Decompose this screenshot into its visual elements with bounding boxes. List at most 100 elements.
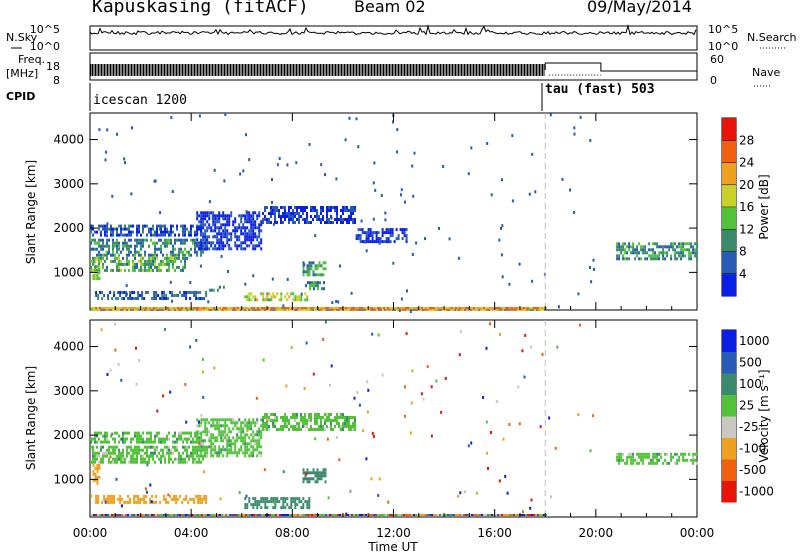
data-cell [324, 267, 327, 271]
data-cell [674, 461, 677, 465]
data-cell [648, 254, 651, 258]
data-cell [222, 241, 225, 245]
data-cell [177, 294, 180, 297]
data-cell [252, 295, 255, 299]
data-cell [190, 451, 192, 455]
data-cell [168, 457, 170, 461]
data-cell [218, 424, 221, 428]
data-cell [515, 514, 517, 516]
data-cell [500, 253, 503, 257]
data-cell [168, 460, 170, 464]
data-cell [400, 193, 402, 197]
data-cell [628, 248, 631, 252]
data-cell [222, 285, 225, 289]
data-cell [528, 307, 530, 311]
data-cell [228, 427, 231, 431]
data-cell [401, 307, 403, 309]
data-cell [234, 217, 237, 221]
data-cell [156, 454, 158, 458]
data-cell [216, 421, 219, 425]
data-cell [526, 307, 528, 311]
data-cell [226, 445, 229, 449]
data-cell [310, 209, 312, 212]
data-cell [158, 437, 160, 441]
data-cell [310, 307, 312, 311]
data-cell [236, 244, 239, 248]
data-cell [316, 477, 319, 481]
data-cell [146, 445, 148, 449]
data-cell [192, 454, 194, 458]
data-cell [632, 461, 635, 465]
data-cell [190, 233, 192, 237]
data-cell [692, 251, 695, 255]
data-cell [542, 307, 544, 311]
data-cell [309, 281, 311, 285]
data-cell [246, 448, 249, 452]
data-cell [232, 442, 235, 446]
data-cell [104, 227, 106, 231]
velocity-colorbar-tick-label: 500 [739, 355, 762, 369]
data-cell [106, 437, 108, 441]
data-cell [324, 422, 326, 425]
data-cell [216, 220, 219, 224]
data-cell [334, 425, 336, 428]
data-cell [182, 256, 184, 260]
data-cell [466, 307, 468, 311]
data-cell [355, 514, 357, 516]
data-cell [176, 457, 178, 461]
data-cell [223, 179, 226, 183]
data-cell [294, 416, 296, 419]
data-cell [692, 248, 695, 252]
data-cell [304, 307, 306, 311]
data-cell [182, 457, 184, 461]
data-cell [658, 257, 661, 261]
data-cell [120, 451, 122, 455]
data-cell [449, 307, 451, 309]
data-cell [395, 514, 397, 516]
data-cell [670, 242, 673, 246]
y-tick-label: 2000 [53, 221, 84, 235]
data-cell [264, 422, 266, 425]
data-cell [218, 229, 221, 233]
data-cell [433, 514, 435, 516]
data-cell [395, 307, 397, 309]
data-cell [174, 448, 176, 452]
velocity-colorbar-tick-label: 1000 [739, 334, 770, 348]
data-cell [244, 442, 247, 446]
data-cell [222, 439, 225, 443]
data-cell [238, 451, 241, 455]
data-cell [214, 439, 217, 443]
data-cell [116, 445, 118, 449]
data-cell [220, 235, 223, 239]
data-cell [226, 439, 229, 443]
data-cell [346, 221, 348, 224]
data-cell [129, 500, 132, 504]
data-cell [313, 284, 315, 288]
data-cell [122, 241, 124, 245]
data-cell [222, 307, 224, 311]
data-cell [198, 424, 201, 428]
data-cell [208, 445, 211, 449]
data-cell [110, 434, 112, 438]
data-cell [236, 436, 239, 440]
data-cell [145, 514, 147, 516]
data-cell [518, 307, 520, 311]
data-cell [654, 254, 657, 258]
data-cell [90, 241, 92, 245]
data-cell [369, 228, 372, 232]
data-cell [286, 422, 288, 425]
data-cell [214, 220, 217, 224]
data-cell [192, 445, 194, 449]
data-cell [664, 458, 667, 462]
data-cell [326, 218, 328, 221]
data-cell [274, 416, 276, 419]
data-cell [678, 455, 681, 459]
data-cell [182, 227, 184, 231]
data-cell [266, 422, 268, 425]
data-cell [118, 265, 120, 269]
data-cell [168, 259, 170, 263]
data-cell [326, 416, 328, 419]
data-cell [300, 307, 302, 311]
data-cell [636, 461, 639, 465]
data-cell [505, 514, 507, 516]
